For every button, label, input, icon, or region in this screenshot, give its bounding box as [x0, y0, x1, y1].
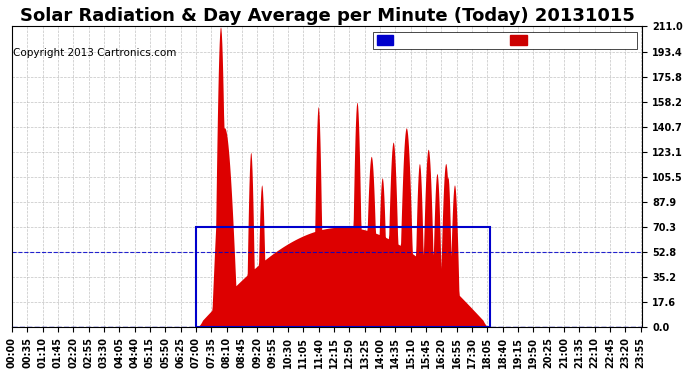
Text: Copyright 2013 Cartronics.com: Copyright 2013 Cartronics.com	[13, 48, 177, 57]
Title: Solar Radiation & Day Average per Minute (Today) 20131015: Solar Radiation & Day Average per Minute…	[20, 7, 635, 25]
Bar	[196, 227, 489, 327]
Legend: Median (W/m2), Radiation (W/m2): Median (W/m2), Radiation (W/m2)	[373, 32, 637, 50]
